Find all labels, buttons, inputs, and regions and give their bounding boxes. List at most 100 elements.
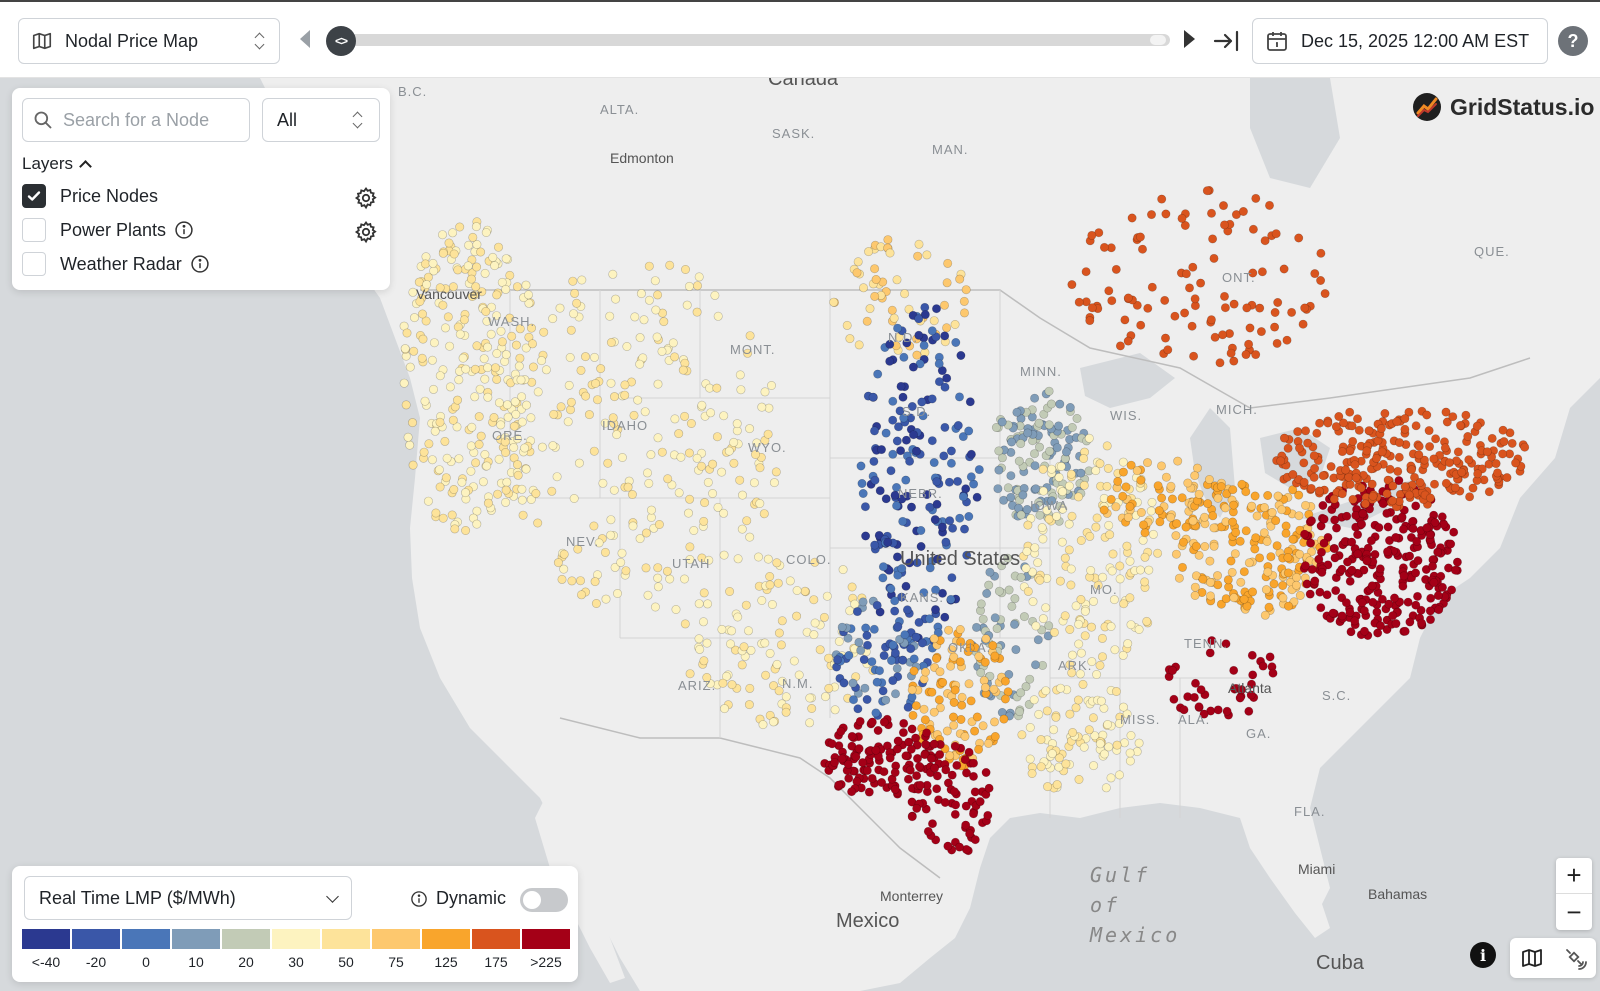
price-node-dot[interactable] <box>480 374 490 384</box>
price-node-dot[interactable] <box>736 385 746 395</box>
price-node-dot[interactable] <box>1147 210 1157 220</box>
price-node-dot[interactable] <box>1074 774 1084 784</box>
price-node-dot[interactable] <box>1030 543 1040 553</box>
price-node-dot[interactable] <box>692 281 702 291</box>
price-node-dot[interactable] <box>662 566 672 576</box>
price-node-dot[interactable] <box>472 240 482 250</box>
price-node-dot[interactable] <box>968 758 978 768</box>
price-node-dot[interactable] <box>1007 601 1017 611</box>
price-node-dot[interactable] <box>1196 278 1206 288</box>
price-node-dot[interactable] <box>930 605 940 615</box>
price-node-dot[interactable] <box>1054 762 1064 772</box>
price-node-dot[interactable] <box>1097 633 1107 643</box>
timeline-handle[interactable]: <> <box>326 26 356 56</box>
price-node-dot[interactable] <box>963 647 973 657</box>
price-node-dot[interactable] <box>1267 507 1277 517</box>
price-node-dot[interactable] <box>1012 407 1022 417</box>
price-node-dot[interactable] <box>1189 692 1199 702</box>
price-node-dot[interactable] <box>684 448 694 458</box>
price-node-dot[interactable] <box>1288 469 1298 479</box>
price-node-dot[interactable] <box>1347 537 1357 547</box>
price-node-dot[interactable] <box>890 689 900 699</box>
price-node-dot[interactable] <box>1023 428 1033 438</box>
price-node-dot[interactable] <box>920 310 930 320</box>
price-node-dot[interactable] <box>903 774 913 784</box>
price-node-dot[interactable] <box>1194 550 1204 560</box>
price-node-dot[interactable] <box>888 415 898 425</box>
price-node-dot[interactable] <box>1303 438 1313 448</box>
price-node-dot[interactable] <box>1058 487 1068 497</box>
price-node-dot[interactable] <box>449 249 459 259</box>
price-node-dot[interactable] <box>1067 511 1077 521</box>
price-node-dot[interactable] <box>1371 453 1381 463</box>
price-node-dot[interactable] <box>769 478 779 488</box>
price-node-dot[interactable] <box>1098 572 1108 582</box>
price-node-dot[interactable] <box>1125 748 1135 758</box>
price-node-dot[interactable] <box>549 409 559 419</box>
price-node-dot[interactable] <box>1071 703 1081 713</box>
price-node-dot[interactable] <box>1384 599 1394 609</box>
price-node-dot[interactable] <box>890 767 900 777</box>
price-node-dot[interactable] <box>1368 597 1378 607</box>
price-node-dot[interactable] <box>1147 497 1157 507</box>
price-node-dot[interactable] <box>1342 511 1352 521</box>
price-node-dot[interactable] <box>1118 457 1128 467</box>
price-node-dot[interactable] <box>1118 491 1128 501</box>
price-node-dot[interactable] <box>822 591 832 601</box>
price-node-dot[interactable] <box>948 523 958 533</box>
price-node-dot[interactable] <box>1000 694 1010 704</box>
price-node-dot[interactable] <box>1181 269 1191 279</box>
price-node-dot[interactable] <box>712 432 722 442</box>
price-node-dot[interactable] <box>943 258 953 268</box>
price-node-dot[interactable] <box>944 477 954 487</box>
price-node-dot[interactable] <box>837 622 847 632</box>
price-node-dot[interactable] <box>765 648 775 658</box>
price-node-dot[interactable] <box>527 339 537 349</box>
price-node-dot[interactable] <box>435 417 445 427</box>
price-node-dot[interactable] <box>1011 645 1021 655</box>
price-node-dot[interactable] <box>1331 586 1341 596</box>
price-node-dot[interactable] <box>1305 589 1315 599</box>
price-node-dot[interactable] <box>871 275 881 285</box>
price-node-dot[interactable] <box>965 829 975 839</box>
price-node-dot[interactable] <box>984 580 994 590</box>
price-node-dot[interactable] <box>852 268 862 278</box>
price-node-dot[interactable] <box>594 538 604 548</box>
price-node-dot[interactable] <box>1142 616 1152 626</box>
price-node-dot[interactable] <box>422 280 432 290</box>
price-node-dot[interactable] <box>1119 702 1129 712</box>
price-node-dot[interactable] <box>1227 567 1237 577</box>
price-node-dot[interactable] <box>750 449 760 459</box>
price-node-dot[interactable] <box>845 334 855 344</box>
price-node-dot[interactable] <box>743 626 753 636</box>
price-node-dot[interactable] <box>552 472 562 482</box>
price-node-dot[interactable] <box>697 400 707 410</box>
price-node-dot[interactable] <box>888 640 898 650</box>
price-node-dot[interactable] <box>919 588 929 598</box>
price-node-dot[interactable] <box>1052 780 1062 790</box>
price-node-dot[interactable] <box>1259 502 1269 512</box>
price-node-dot[interactable] <box>1178 562 1188 572</box>
price-node-dot[interactable] <box>501 485 511 495</box>
price-node-dot[interactable] <box>584 410 594 420</box>
price-node-dot[interactable] <box>1089 761 1099 771</box>
price-node-dot[interactable] <box>1087 657 1097 667</box>
info-icon[interactable] <box>410 890 428 908</box>
price-node-dot[interactable] <box>1118 650 1128 660</box>
price-node-dot[interactable] <box>961 768 971 778</box>
price-node-dot[interactable] <box>1382 489 1392 499</box>
price-node-dot[interactable] <box>1132 466 1142 476</box>
price-node-dot[interactable] <box>869 456 879 466</box>
price-node-dot[interactable] <box>438 248 448 258</box>
price-node-dot[interactable] <box>1251 193 1261 203</box>
step-forward-button[interactable] <box>1184 30 1195 48</box>
price-node-dot[interactable] <box>737 524 747 534</box>
price-node-dot[interactable] <box>575 576 585 586</box>
price-node-dot[interactable] <box>885 753 895 763</box>
price-node-dot[interactable] <box>421 316 431 326</box>
price-node-dot[interactable] <box>1319 514 1329 524</box>
price-node-dot[interactable] <box>1354 425 1364 435</box>
price-node-dot[interactable] <box>920 750 930 760</box>
price-node-dot[interactable] <box>930 515 940 525</box>
price-node-dot[interactable] <box>1147 282 1157 292</box>
